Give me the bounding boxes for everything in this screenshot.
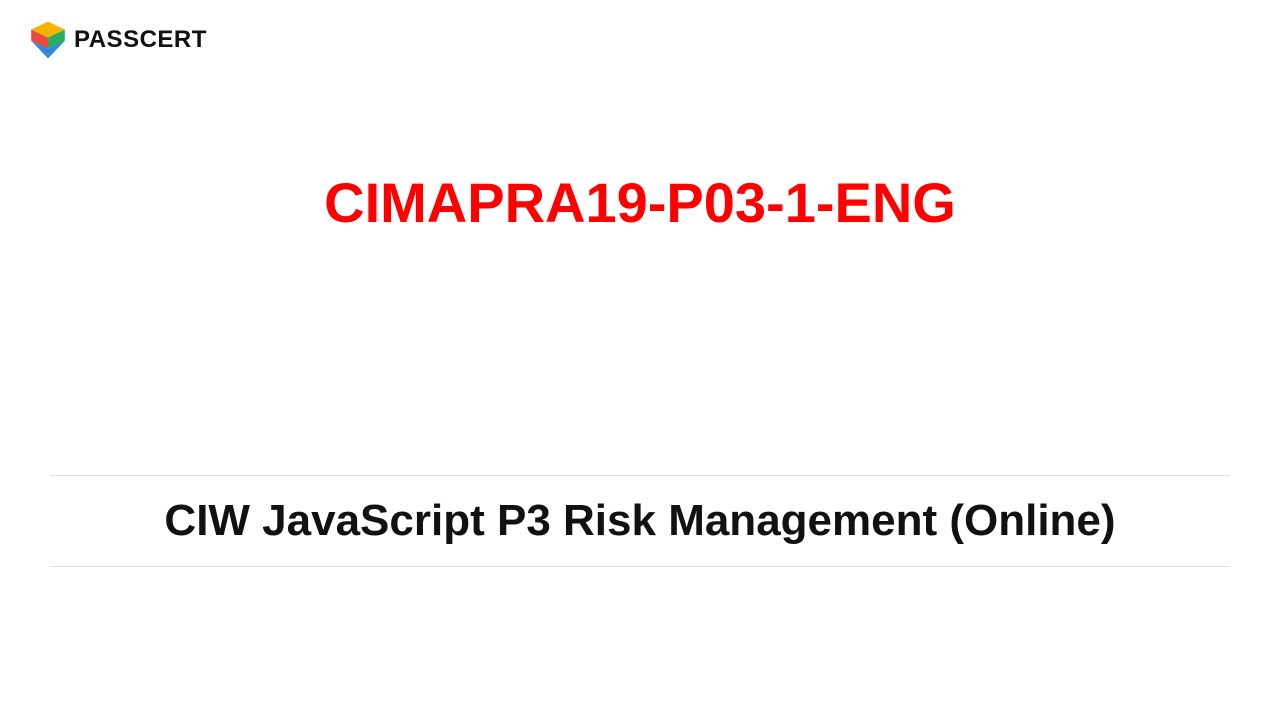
brand-text: PASSCERT (74, 26, 207, 54)
brand-logo: PASSCERT (28, 20, 207, 60)
divider-bottom (50, 566, 1230, 567)
subtitle-block: CIW JavaScript P3 Risk Management (Onlin… (50, 475, 1230, 567)
passcert-icon (28, 20, 68, 60)
exam-name-subtitle: CIW JavaScript P3 Risk Management (Onlin… (50, 476, 1230, 566)
exam-code-title: CIMAPRA19-P03-1-ENG (0, 170, 1280, 235)
